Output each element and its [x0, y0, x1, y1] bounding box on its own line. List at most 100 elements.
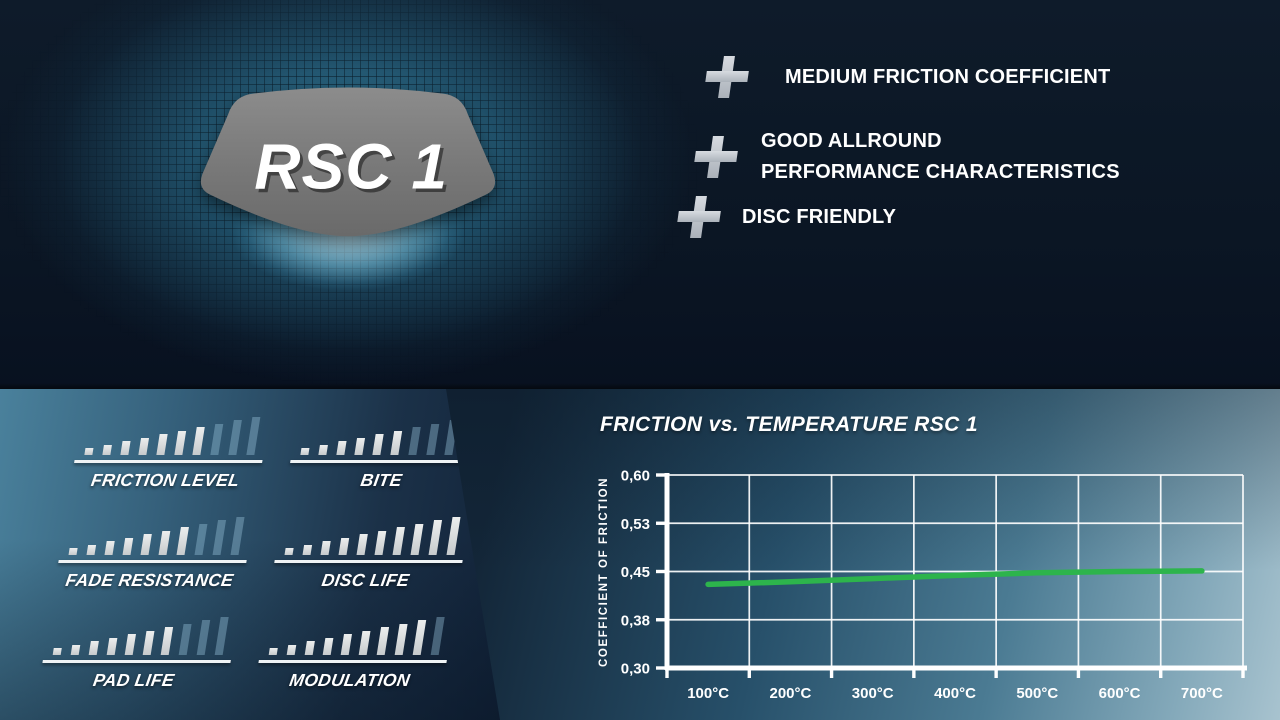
- rating-underline: [258, 660, 447, 663]
- rating-bar-empty: [444, 420, 459, 455]
- x-tick-label: 300°C: [852, 685, 894, 702]
- rating-label: FADE RESISTANCE: [64, 569, 235, 590]
- rating-bar-empty: [212, 520, 227, 555]
- x-tick-label: 400°C: [934, 685, 976, 702]
- rating-label: PAD LIFE: [91, 669, 176, 690]
- rating-disc-life: DISC LIFE: [262, 513, 474, 613]
- feature-line: PERFORMANCE CHARACTERISTICS: [761, 161, 1120, 183]
- rating-bar-filled: [390, 430, 403, 455]
- rating-bars: [284, 513, 461, 555]
- rating-bar-filled: [86, 544, 97, 555]
- rating-bar-filled: [412, 620, 427, 655]
- rating-bar-filled: [192, 427, 205, 455]
- rating-bar-filled: [372, 434, 384, 455]
- rating-bar-filled: [160, 627, 174, 655]
- rating-bar-filled: [104, 541, 115, 555]
- rating-bar-filled: [174, 430, 187, 455]
- rating-bar-filled: [106, 637, 118, 655]
- details-section: FRICTION LEVEL BITE FADE RESISTANCE DISC…: [0, 389, 1280, 720]
- rating-pad-life: PAD LIFE: [30, 613, 242, 713]
- friction-curve: [705, 568, 1205, 588]
- rating-bars: [300, 413, 477, 455]
- plus-icon: [703, 56, 751, 98]
- rating-underline: [274, 560, 463, 563]
- logo-text: RSC 1: [254, 131, 448, 203]
- x-tick-label: 600°C: [1099, 685, 1141, 702]
- rating-bar-filled: [286, 644, 297, 655]
- feature-item: GOOD ALLROUND PERFORMANCE CHARACTERISTIC…: [692, 126, 1120, 188]
- rating-bar-filled: [358, 630, 371, 655]
- rating-bar-filled: [376, 627, 390, 655]
- rating-bar-filled: [338, 537, 350, 555]
- rating-bar-filled: [158, 530, 171, 555]
- rating-bar-filled: [318, 444, 329, 455]
- rating-label: BITE: [359, 469, 404, 490]
- rating-bars: [68, 513, 245, 555]
- rating-bar-filled: [356, 534, 369, 555]
- feature-line: MEDIUM FRICTION COEFFICIENT: [785, 65, 1111, 88]
- rating-bar-empty: [210, 423, 224, 455]
- rating-bar-filled: [374, 530, 387, 555]
- rating-bar-filled: [268, 648, 279, 655]
- rating-bite: BITE: [278, 413, 490, 513]
- brake-pad-logo: RSC 1 RSC 1: [200, 87, 496, 237]
- feature-label: DISC FRIENDLY: [742, 202, 896, 233]
- rating-bar-empty: [462, 417, 477, 455]
- rating-bar-filled: [138, 437, 150, 455]
- rating-bar-empty: [246, 417, 261, 455]
- feature-label: GOOD ALLROUND PERFORMANCE CHARACTERISTIC…: [761, 126, 1120, 188]
- x-tick-label: 700°C: [1181, 685, 1223, 702]
- feature-line: DISC FRIENDLY: [742, 205, 897, 228]
- rating-bar-filled: [102, 444, 113, 455]
- rating-bar-filled: [428, 520, 443, 555]
- rating-bar-filled: [124, 634, 137, 655]
- plus-icon: [692, 136, 740, 178]
- rating-label: MODULATION: [288, 669, 412, 690]
- rating-bars: [52, 613, 229, 655]
- rating-label: DISC LIFE: [320, 569, 411, 590]
- rating-bar-filled: [156, 434, 168, 455]
- y-tick-label: 0,53: [621, 516, 650, 533]
- chart-y-axis-label: COEFFICIENT OF FRICTION: [598, 476, 610, 667]
- rating-modulation: MODULATION: [246, 613, 458, 713]
- rating-bar-filled: [394, 623, 408, 655]
- logo-text-shadow: RSC 1: [257, 134, 451, 206]
- feature-line: GOOD ALLROUND: [761, 130, 942, 152]
- rating-bar-filled: [322, 637, 334, 655]
- rating-bar-filled: [84, 448, 94, 455]
- rating-bar-filled: [176, 527, 190, 555]
- brake-pad-shape: [200, 87, 496, 237]
- friction-temperature-chart: FRICTION vs. TEMPERATURE RSC 1 COEFFICIE…: [560, 389, 1280, 720]
- x-tick-label: 500°C: [1016, 685, 1058, 702]
- rating-bar-filled: [354, 437, 366, 455]
- rating-bar-empty: [214, 617, 229, 655]
- rating-bar-empty: [426, 423, 440, 455]
- rating-bar-filled: [340, 634, 353, 655]
- rating-bar-empty: [430, 617, 445, 655]
- rating-bar-filled: [446, 517, 461, 555]
- rating-bar-filled: [52, 648, 63, 655]
- feature-item: DISC FRIENDLY: [675, 196, 896, 238]
- x-tick-label: 200°C: [769, 685, 811, 702]
- rating-bar-filled: [122, 537, 134, 555]
- rating-bar-filled: [284, 548, 294, 555]
- y-tick-label: 0,60: [621, 468, 650, 485]
- y-tick-label: 0,30: [621, 661, 650, 678]
- plus-icon: [675, 196, 723, 238]
- rating-underline: [42, 660, 231, 663]
- rating-bar-empty: [228, 420, 243, 455]
- rating-underline: [74, 460, 263, 463]
- rating-friction-level: FRICTION LEVEL: [62, 413, 274, 513]
- rating-bars: [84, 413, 261, 455]
- rating-bar-filled: [392, 527, 406, 555]
- rating-label: FRICTION LEVEL: [89, 469, 242, 490]
- rating-bar-filled: [120, 441, 131, 455]
- rating-bar-filled: [142, 630, 155, 655]
- rating-bar-empty: [178, 623, 192, 655]
- rating-bar-empty: [194, 523, 208, 555]
- hero-section: RSC 1 RSC 1 MEDIUM FRICTION COEFFICIENT …: [0, 0, 1280, 389]
- rating-bar-filled: [70, 644, 81, 655]
- y-tick-label: 0,38: [621, 612, 650, 629]
- rating-bar-empty: [230, 517, 245, 555]
- x-tick-label: 100°C: [687, 685, 729, 702]
